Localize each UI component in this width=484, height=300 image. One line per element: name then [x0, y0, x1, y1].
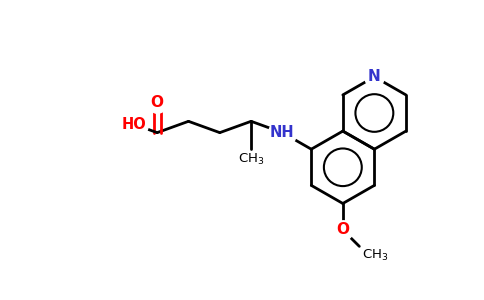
Text: HO: HO — [121, 117, 146, 132]
Text: CH$_3$: CH$_3$ — [238, 152, 264, 167]
Text: O: O — [151, 95, 164, 110]
Text: O: O — [336, 223, 349, 238]
Text: NH: NH — [270, 125, 295, 140]
Text: N: N — [368, 69, 381, 84]
Text: CH$_3$: CH$_3$ — [362, 248, 388, 263]
